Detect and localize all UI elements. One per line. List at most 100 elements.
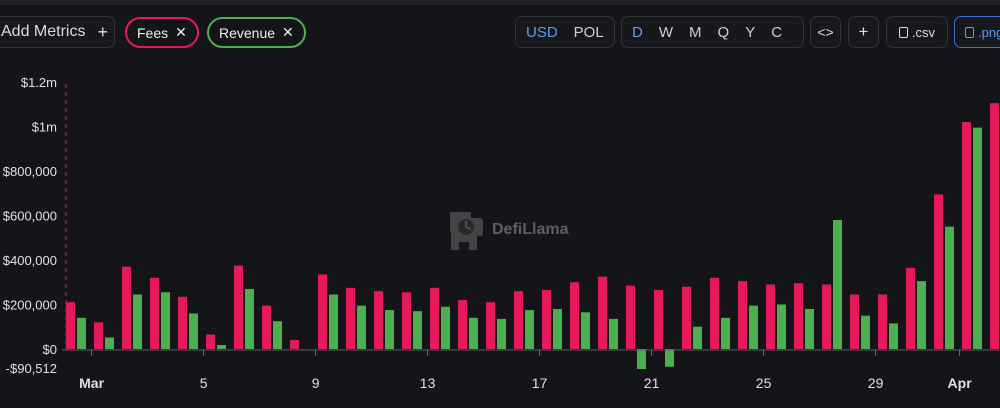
period-option-d[interactable]: D	[632, 23, 643, 41]
revenue-bar[interactable]	[581, 312, 590, 349]
metric-pill-fees[interactable]: Fees ✕	[125, 17, 199, 48]
revenue-bar[interactable]	[637, 349, 646, 370]
fees-bar[interactable]	[178, 296, 187, 349]
period-option-c[interactable]: C	[771, 23, 783, 41]
fees-bar[interactable]	[962, 122, 971, 349]
fees-bar[interactable]	[402, 292, 411, 349]
revenue-bar[interactable]	[133, 294, 142, 349]
fees-bar[interactable]	[598, 276, 607, 349]
revenue-bar[interactable]	[105, 337, 114, 349]
fees-bar[interactable]	[934, 194, 943, 349]
revenue-bar[interactable]	[357, 305, 366, 349]
code-icon: <>	[817, 24, 834, 40]
period-option-y[interactable]: Y	[745, 23, 756, 41]
fees-bar[interactable]	[150, 277, 159, 349]
download-png-button[interactable]: .png	[954, 16, 1000, 48]
close-icon[interactable]: ✕	[282, 24, 294, 40]
currency-option-usd[interactable]: USD	[526, 23, 558, 41]
fees-bar[interactable]	[94, 322, 103, 349]
revenue-bar[interactable]	[973, 127, 982, 349]
fees-bar[interactable]	[458, 300, 467, 349]
fees-bar[interactable]	[738, 281, 747, 349]
revenue-bar[interactable]	[721, 317, 730, 349]
revenue-bar[interactable]	[441, 306, 450, 349]
y-tick-label: $200,000	[3, 298, 57, 313]
add-chart-button[interactable]: +	[848, 16, 879, 48]
y-tick-label: $600,000	[3, 209, 57, 224]
revenue-bar[interactable]	[945, 226, 954, 349]
fees-bar[interactable]	[486, 302, 495, 349]
revenue-bar[interactable]	[161, 292, 170, 349]
fees-bar[interactable]	[710, 277, 719, 349]
revenue-bar[interactable]	[245, 288, 254, 349]
fees-bar[interactable]	[850, 294, 859, 349]
fees-bar[interactable]	[262, 305, 271, 349]
revenue-bar[interactable]	[77, 317, 86, 349]
fees-bar[interactable]	[542, 290, 551, 349]
x-tick-label: 21	[644, 375, 660, 391]
fees-bar[interactable]	[822, 284, 831, 349]
fees-bar[interactable]	[682, 286, 691, 349]
fees-bar[interactable]	[878, 294, 887, 349]
revenue-bar[interactable]	[273, 321, 282, 349]
fees-bar[interactable]	[234, 265, 243, 349]
revenue-bar[interactable]	[777, 304, 786, 350]
period-toggle: D W M Q Y C	[621, 16, 804, 48]
revenue-bar[interactable]	[189, 313, 198, 349]
revenue-bar[interactable]	[497, 318, 506, 349]
y-tick-label: $400,000	[3, 253, 57, 268]
revenue-bar[interactable]	[329, 294, 338, 349]
file-icon	[965, 26, 974, 38]
embed-button[interactable]: <>	[810, 16, 841, 48]
x-tick-label: 17	[532, 375, 548, 391]
revenue-bar[interactable]	[609, 318, 618, 349]
revenue-bar[interactable]	[693, 326, 702, 349]
revenue-bar[interactable]	[217, 344, 226, 349]
fees-bar[interactable]	[66, 302, 75, 349]
fees-bar[interactable]	[346, 287, 355, 349]
revenue-bar[interactable]	[917, 281, 926, 349]
fees-bar[interactable]	[430, 287, 439, 349]
fees-bar[interactable]	[290, 340, 299, 349]
metric-pill-label: Revenue	[219, 24, 276, 41]
fees-bar[interactable]	[906, 267, 915, 349]
revenue-bar[interactable]	[525, 310, 534, 349]
fees-bar[interactable]	[766, 284, 775, 349]
plus-icon: +	[858, 22, 869, 41]
revenue-bar[interactable]	[861, 315, 870, 349]
revenue-bar[interactable]	[553, 308, 562, 349]
fees-bar[interactable]	[654, 290, 663, 349]
period-option-w[interactable]: W	[658, 23, 674, 41]
close-icon[interactable]: ✕	[175, 24, 187, 40]
fees-bar[interactable]	[318, 274, 327, 349]
revenue-bar[interactable]	[665, 349, 674, 367]
revenue-bar[interactable]	[833, 219, 842, 349]
x-tick-label: Apr	[948, 375, 973, 391]
x-tick-label: 9	[312, 375, 320, 391]
revenue-bar[interactable]	[469, 317, 478, 349]
fees-bar[interactable]	[374, 291, 383, 349]
period-option-m[interactable]: M	[689, 23, 702, 41]
download-csv-button[interactable]: .csv	[886, 16, 948, 48]
fees-bar[interactable]	[206, 334, 215, 349]
revenue-bar[interactable]	[385, 310, 394, 349]
fees-bar[interactable]	[514, 291, 523, 349]
fees-bar[interactable]	[570, 282, 579, 349]
currency-option-pol[interactable]: POL	[573, 23, 604, 41]
fees-bar[interactable]	[122, 266, 131, 349]
currency-toggle: USD POL	[515, 16, 615, 48]
revenue-bar[interactable]	[413, 311, 422, 349]
revenue-bar[interactable]	[749, 305, 758, 349]
revenue-bar[interactable]	[805, 308, 814, 349]
fees-bar[interactable]	[626, 285, 635, 349]
chart-toolbar: Add Metrics + Fees ✕ Revenue ✕ USD POL D…	[0, 16, 1000, 50]
fees-bar[interactable]	[794, 283, 803, 349]
metric-pill-revenue[interactable]: Revenue ✕	[207, 17, 306, 48]
revenue-bar[interactable]	[889, 323, 898, 349]
period-option-q[interactable]: Q	[717, 23, 730, 41]
fees-bar[interactable]	[990, 103, 999, 349]
add-metrics-button[interactable]: Add Metrics +	[0, 16, 115, 48]
y-tick-label: -$90,512	[6, 361, 57, 376]
metric-pill-label: Fees	[137, 24, 169, 41]
